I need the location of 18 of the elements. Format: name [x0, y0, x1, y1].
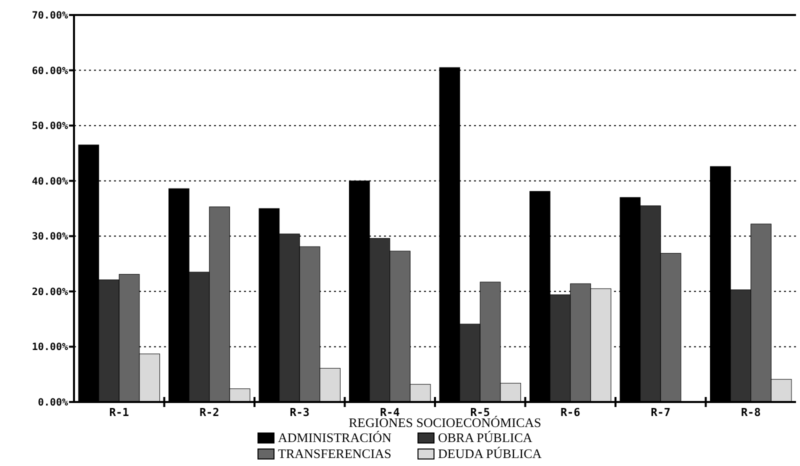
legend-label: DEUDA PÚBLICA [438, 446, 542, 461]
x-tick-label: R-6 [560, 406, 581, 419]
x-tick-label: R-8 [740, 406, 761, 419]
x-tick-label: R-2 [199, 406, 220, 419]
y-tick-label: 70.00% [32, 10, 68, 22]
y-tick-label: 0.00% [38, 398, 68, 408]
y-tick-label: 10.00% [32, 342, 68, 354]
y-tick-label: 40.00% [32, 176, 68, 188]
y-tick-label: 30.00% [32, 232, 68, 243]
x-tick-label: R-1 [109, 406, 130, 419]
legend-label: OBRA PÚBLICA [438, 430, 533, 445]
legend-label: ADMINISTRACIÓN [278, 430, 392, 445]
legend-label: TRANSFERENCIAS [278, 446, 392, 461]
y-tick-label: 50.00% [32, 121, 68, 132]
x-tick-label: R-3 [290, 406, 310, 419]
x-tick-label: R-7 [650, 406, 671, 419]
y-tick-label: 60.00% [32, 66, 68, 77]
y-tick-label: 20.00% [32, 286, 68, 298]
